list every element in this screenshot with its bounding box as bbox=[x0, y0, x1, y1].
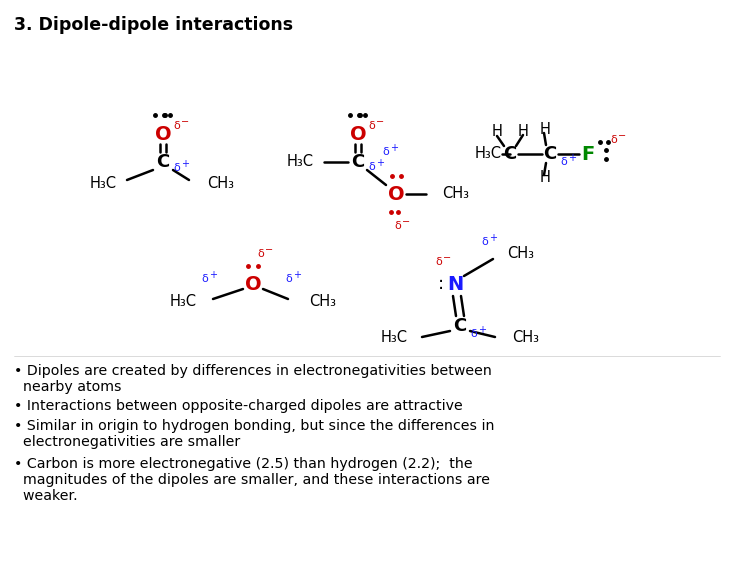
Text: O: O bbox=[244, 274, 261, 294]
Text: O: O bbox=[388, 185, 404, 203]
Text: N: N bbox=[447, 274, 463, 294]
Text: δ: δ bbox=[435, 257, 443, 267]
Text: O: O bbox=[349, 124, 366, 144]
Text: CH₃: CH₃ bbox=[309, 294, 336, 310]
Text: O: O bbox=[155, 124, 171, 144]
Text: • Dipoles are created by differences in electronegativities between: • Dipoles are created by differences in … bbox=[14, 364, 492, 378]
Text: +: + bbox=[181, 159, 189, 169]
Text: C: C bbox=[352, 153, 365, 171]
Text: :: : bbox=[438, 275, 444, 293]
Text: +: + bbox=[489, 233, 497, 243]
Text: nearby atoms: nearby atoms bbox=[14, 380, 122, 394]
Text: δ: δ bbox=[174, 121, 181, 131]
Text: δ: δ bbox=[395, 221, 401, 231]
Text: F: F bbox=[581, 144, 595, 164]
Text: −: − bbox=[618, 131, 626, 141]
Text: H₃C: H₃C bbox=[475, 147, 502, 162]
Text: • Similar in origin to hydrogen bonding, but since the differences in: • Similar in origin to hydrogen bonding,… bbox=[14, 419, 495, 433]
Text: +: + bbox=[390, 143, 398, 153]
Text: CH₃: CH₃ bbox=[207, 176, 234, 192]
Text: • Interactions between opposite-charged dipoles are attractive: • Interactions between opposite-charged … bbox=[14, 399, 462, 413]
Text: +: + bbox=[478, 325, 486, 335]
Text: δ: δ bbox=[174, 163, 181, 173]
Text: • Carbon is more electronegative (2.5) than hydrogen (2.2);  the: • Carbon is more electronegative (2.5) t… bbox=[14, 457, 473, 471]
Text: +: + bbox=[209, 270, 217, 280]
Text: H: H bbox=[539, 121, 550, 137]
Text: CH₃: CH₃ bbox=[442, 186, 469, 201]
Text: H₃C: H₃C bbox=[90, 176, 117, 192]
Text: δ: δ bbox=[368, 121, 375, 131]
Text: 3. Dipole-dipole interactions: 3. Dipole-dipole interactions bbox=[14, 16, 293, 34]
Text: magnitudes of the dipoles are smaller, and these interactions are: magnitudes of the dipoles are smaller, a… bbox=[14, 473, 490, 487]
Text: H: H bbox=[539, 171, 550, 186]
Text: δ: δ bbox=[202, 274, 208, 284]
Text: −: − bbox=[376, 117, 384, 127]
Text: C: C bbox=[543, 145, 556, 163]
Text: +: + bbox=[376, 158, 384, 168]
Text: δ: δ bbox=[561, 157, 567, 167]
Text: −: − bbox=[402, 217, 410, 227]
Text: δ: δ bbox=[286, 274, 292, 284]
Text: δ: δ bbox=[611, 135, 617, 145]
Text: C: C bbox=[454, 317, 467, 335]
Text: weaker.: weaker. bbox=[14, 489, 78, 503]
Text: −: − bbox=[443, 253, 451, 263]
Text: CH₃: CH₃ bbox=[507, 246, 534, 262]
Text: H₃C: H₃C bbox=[170, 294, 197, 310]
Text: H: H bbox=[517, 124, 528, 140]
Text: C: C bbox=[504, 145, 517, 163]
Text: δ: δ bbox=[470, 329, 477, 339]
Text: electronegativities are smaller: electronegativities are smaller bbox=[14, 435, 240, 449]
Text: +: + bbox=[568, 153, 576, 163]
Text: δ: δ bbox=[482, 237, 488, 247]
Text: C: C bbox=[156, 153, 170, 171]
Text: H₃C: H₃C bbox=[381, 331, 408, 346]
Text: +: + bbox=[293, 270, 301, 280]
Text: H₃C: H₃C bbox=[287, 155, 314, 169]
Text: CH₃: CH₃ bbox=[512, 331, 539, 346]
Text: δ: δ bbox=[368, 162, 375, 172]
Text: H: H bbox=[492, 124, 503, 140]
Text: δ: δ bbox=[258, 249, 264, 259]
Text: δ: δ bbox=[382, 147, 389, 157]
Text: −: − bbox=[265, 245, 273, 255]
Text: −: − bbox=[181, 117, 189, 127]
